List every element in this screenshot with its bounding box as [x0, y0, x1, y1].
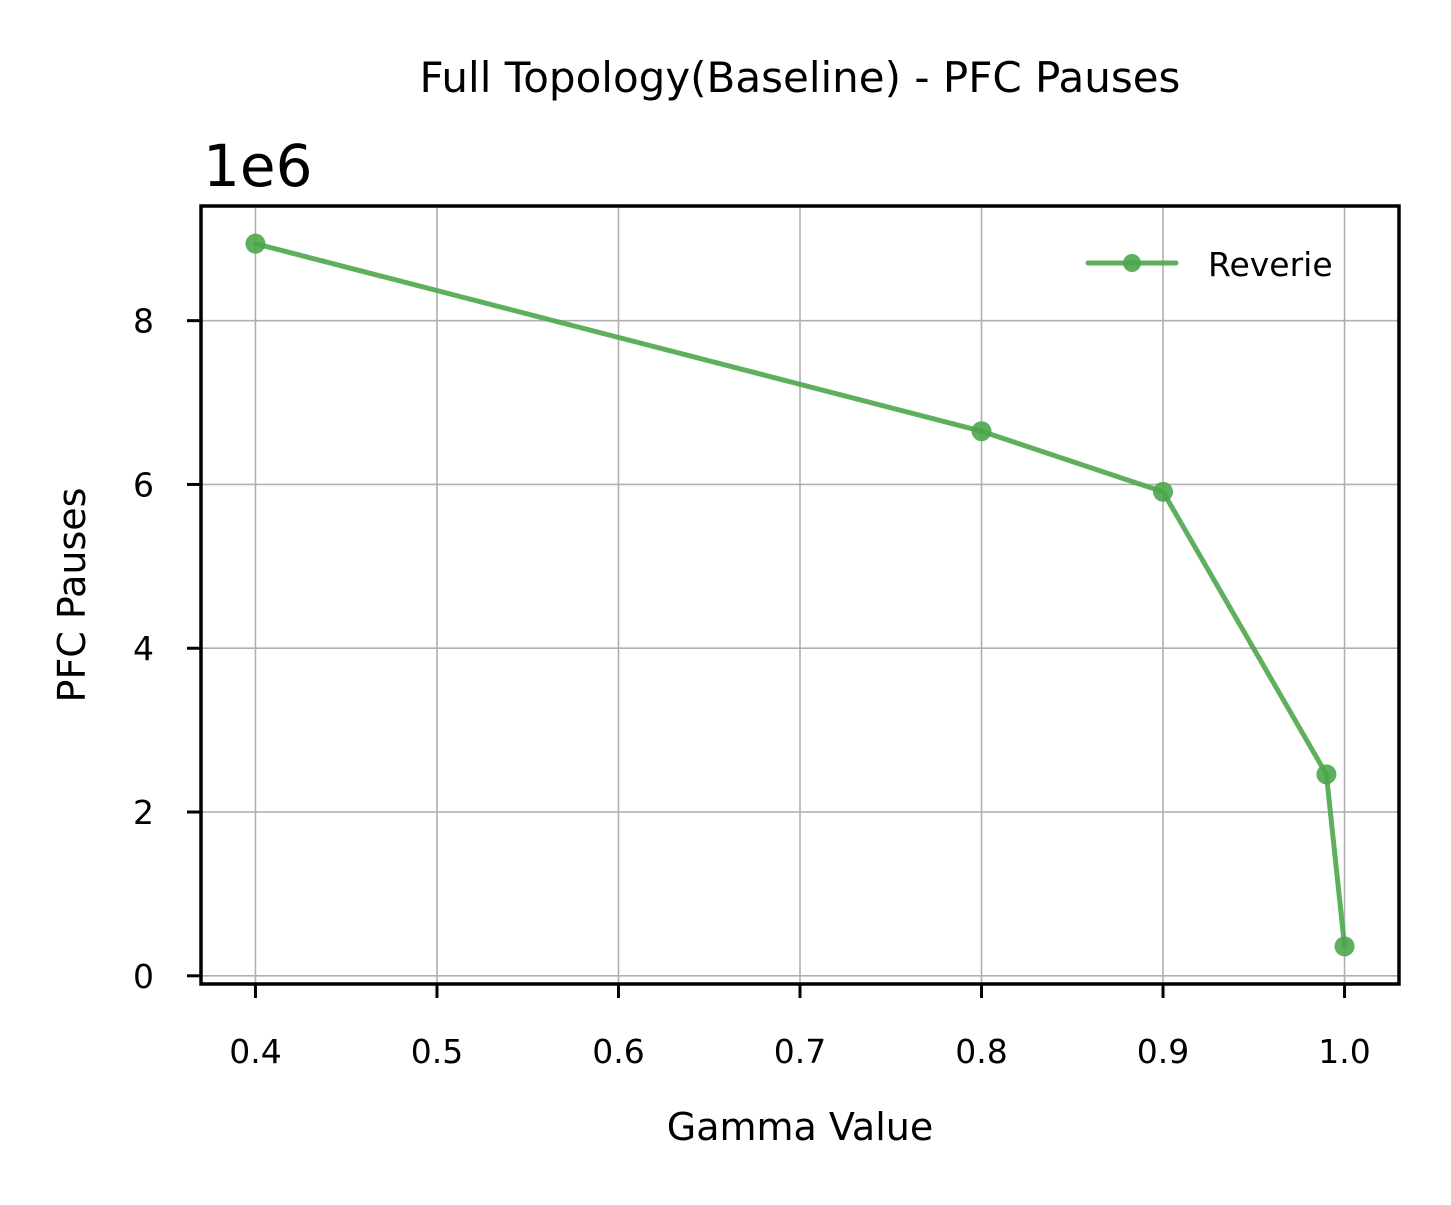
legend: Reverie: [1085, 245, 1333, 284]
x-tick-label: 1.0: [1318, 1032, 1370, 1071]
data-point: [1334, 936, 1355, 957]
y-tick-label: 2: [133, 793, 154, 832]
x-tick-label: 0.9: [1137, 1032, 1189, 1071]
series-layer: [245, 233, 1355, 957]
data-point: [1316, 764, 1337, 785]
y-tick-label: 0: [133, 957, 154, 996]
x-axis-label: Gamma Value: [667, 1105, 933, 1149]
y-axis-label: PFC Pauses: [50, 488, 94, 703]
x-tick-label: 0.4: [229, 1032, 281, 1071]
x-tick-label: 0.6: [592, 1032, 644, 1071]
chart-title: Full Topology(Baseline) - PFC Pauses: [420, 53, 1181, 102]
legend-marker-reverie: [1123, 254, 1141, 272]
x-tick-label: 0.8: [955, 1032, 1007, 1071]
data-point: [1153, 481, 1174, 502]
x-axis: 0.4 0.5 0.6 0.7 0.8 0.9 1.0: [229, 984, 1371, 1071]
y-axis: 0 2 4 6 8: [133, 302, 201, 996]
grid-lines: [201, 206, 1399, 984]
y-tick-label: 4: [133, 629, 154, 668]
legend-label-reverie: Reverie: [1208, 245, 1333, 284]
data-point: [971, 421, 992, 442]
y-axis-offset-text: 1e6: [203, 132, 313, 200]
y-tick-label: 8: [133, 302, 154, 341]
y-tick-label: 6: [133, 465, 154, 504]
x-tick-label: 0.5: [411, 1032, 463, 1071]
data-point: [245, 233, 266, 254]
x-tick-label: 0.7: [774, 1032, 826, 1071]
